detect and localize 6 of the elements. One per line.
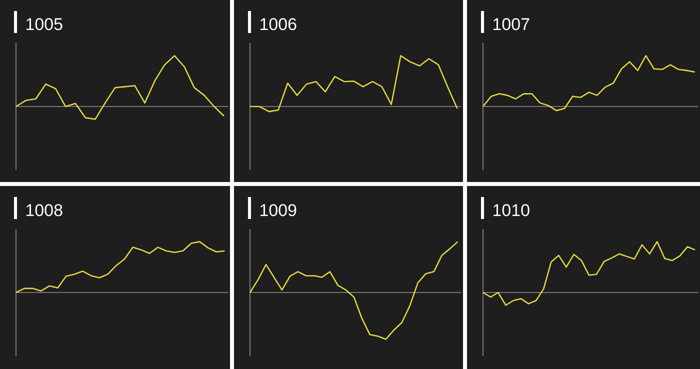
chart-title: 1006 xyxy=(260,18,296,30)
chart-title: 1007 xyxy=(494,18,530,30)
chart-title: 1008 xyxy=(26,204,62,216)
chart-title: 1010 xyxy=(494,204,530,216)
chart-title: 1009 xyxy=(260,204,296,216)
chart-title: 1005 xyxy=(26,18,62,30)
